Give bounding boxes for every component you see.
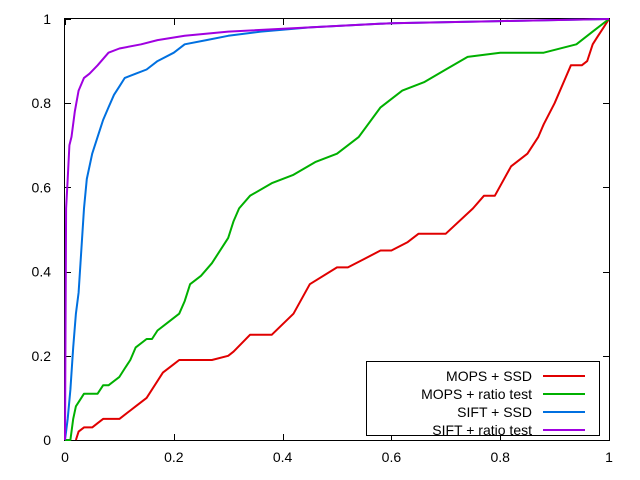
- y-tick-label: 0.8: [32, 95, 52, 111]
- legend-box: [366, 361, 600, 436]
- x-tick-label: 0.8: [490, 449, 510, 465]
- series-line-4: [64, 18, 610, 441]
- series-line-1: [74, 18, 610, 441]
- y-tick-label: 0.4: [32, 264, 52, 280]
- y-tick-label: 0: [43, 432, 51, 448]
- x-tick-label: 0: [61, 449, 69, 465]
- x-axis: 0 0.2 0.4 0.6 0.8 1: [61, 19, 613, 465]
- y-tick-label: 1: [43, 11, 51, 27]
- y-tick-label: 0.6: [32, 179, 52, 195]
- series-lines: [64, 18, 610, 441]
- legend-label: MOPS + SSD: [446, 368, 532, 384]
- legend-label: SIFT + ratio test: [432, 422, 532, 438]
- x-tick-label: 1: [605, 449, 613, 465]
- legend: MOPS + SSD MOPS + ratio test SIFT + SSD SIF…: [366, 361, 600, 438]
- series-line-2: [65, 18, 610, 441]
- legend-label: SIFT + SSD: [457, 404, 532, 420]
- x-tick-label: 0.6: [382, 449, 402, 465]
- legend-label: MOPS + ratio test: [421, 386, 532, 402]
- plot-frame: [64, 18, 610, 441]
- x-tick-label: 0.2: [164, 449, 184, 465]
- y-axis: 0 0.2 0.4 0.6 0.8 1: [32, 11, 609, 448]
- x-tick-label: 0.4: [273, 449, 293, 465]
- y-tick-label: 0.2: [32, 348, 52, 364]
- series-line-3: [64, 18, 610, 441]
